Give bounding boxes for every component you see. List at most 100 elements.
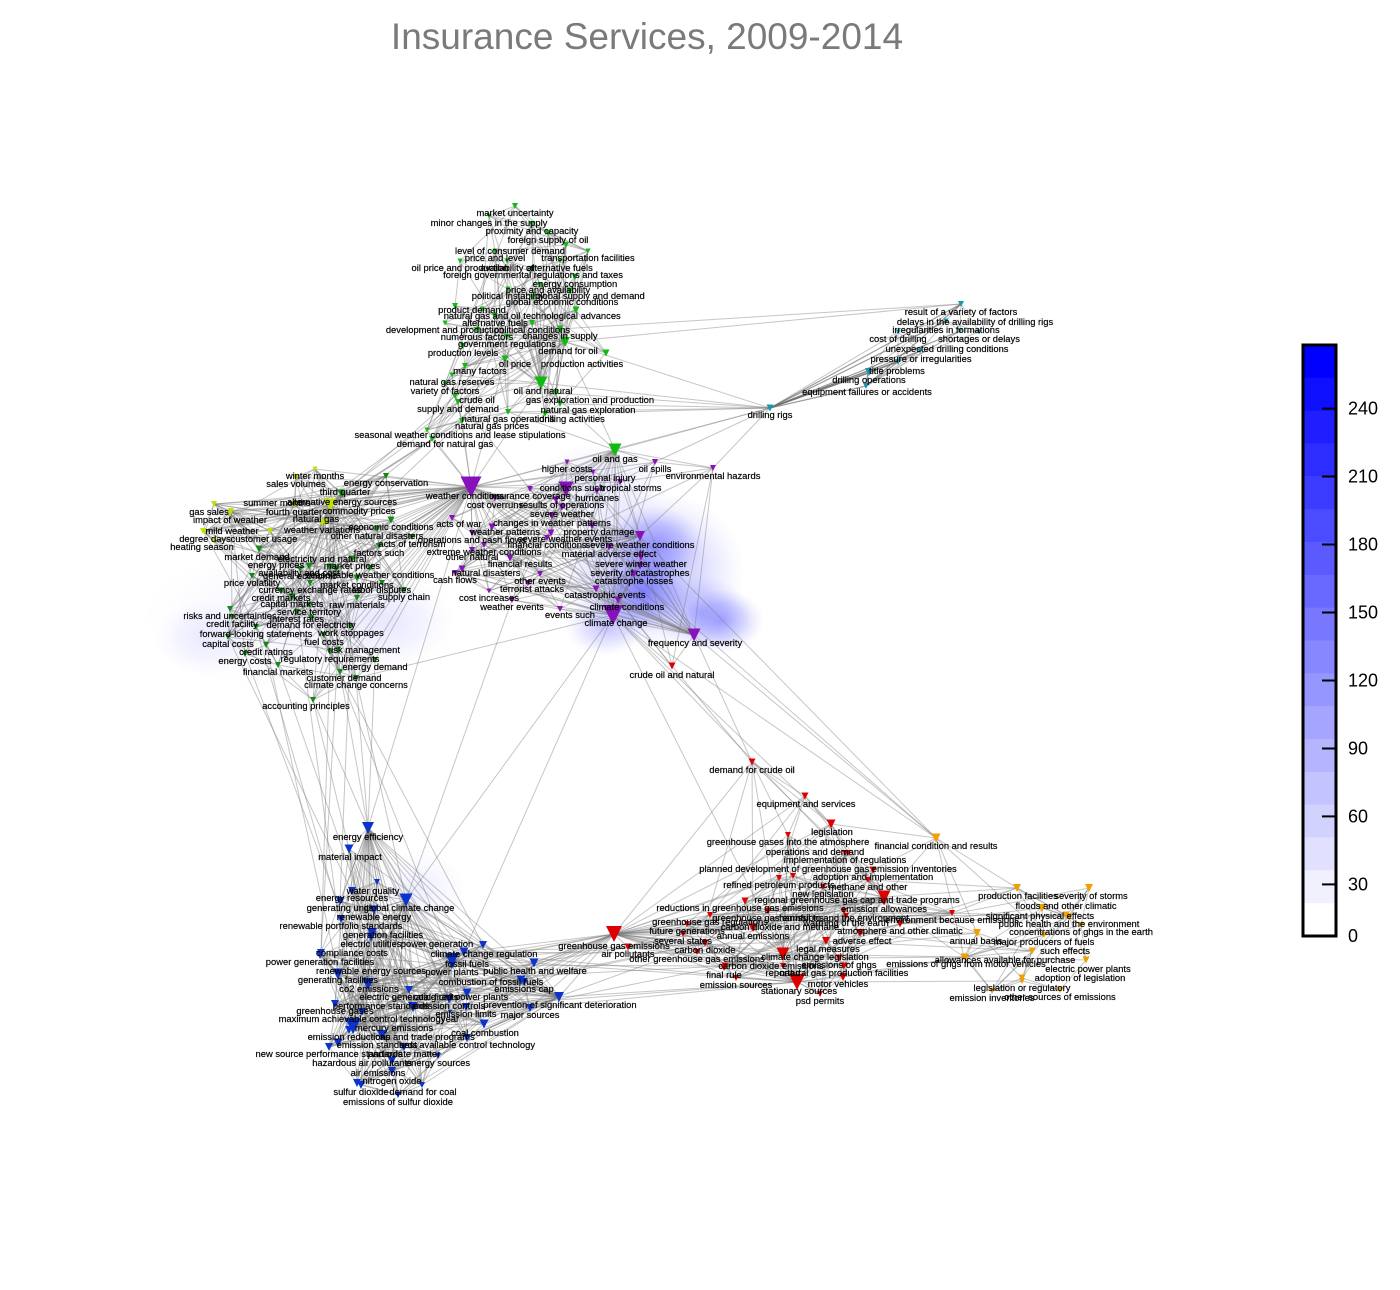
svg-text:demand for electricity: demand for electricity [266,619,355,630]
svg-text:future generations: future generations [649,925,725,936]
svg-text:new source performance standar: new source performance standards [256,1048,403,1059]
svg-text:energy prices: energy prices [248,559,305,570]
svg-text:90: 90 [1348,739,1368,759]
svg-text:regulatory requirements: regulatory requirements [280,653,379,664]
svg-text:risks and uncertainties: risks and uncertainties [183,610,277,621]
svg-text:alternative energy sources: alternative energy sources [287,496,397,507]
svg-text:customer demand: customer demand [306,672,381,683]
svg-text:co2 emissions: co2 emissions [339,983,399,994]
svg-text:60: 60 [1348,806,1368,826]
svg-text:shortages or delays: shortages or delays [938,333,1020,344]
svg-text:extreme weather conditions: extreme weather conditions [427,546,542,557]
svg-text:financial conditions: financial conditions [507,539,587,550]
svg-text:production facilities: production facilities [978,890,1058,901]
svg-text:many factors: many factors [453,365,507,376]
svg-text:minor changes in the supply: minor changes in the supply [431,217,548,228]
svg-text:legislation or regulatory: legislation or regulatory [974,982,1071,993]
svg-text:labor disputes: labor disputes [353,584,412,595]
svg-text:generating facilities: generating facilities [298,974,379,985]
svg-text:Insurance Services, 2009-2014: Insurance Services, 2009-2014 [391,16,903,57]
svg-text:greenhouse gas emissions: greenhouse gas emissions [712,912,824,923]
svg-text:energy conservation: energy conservation [344,477,428,488]
svg-text:150: 150 [1348,603,1378,623]
svg-text:particulate matter: particulate matter [368,1048,440,1059]
svg-text:forward-looking statements: forward-looking statements [200,628,313,639]
svg-text:drilling operations: drilling operations [832,374,906,385]
svg-text:acts of war: acts of war [436,518,481,529]
svg-text:crude oil and natural: crude oil and natural [630,669,715,680]
svg-text:carbon dioxide emissions: carbon dioxide emissions [718,960,824,971]
svg-text:harmful to and the environment: harmful to and the environment [779,912,909,923]
svg-text:severity of storms: severity of storms [1054,890,1128,901]
svg-text:government regulations: government regulations [458,338,556,349]
svg-text:electric generating units: electric generating units [359,991,458,1002]
svg-text:final rule: final rule [706,969,741,980]
svg-text:alternative fuels: alternative fuels [462,317,528,328]
svg-text:30: 30 [1348,874,1368,894]
svg-text:weather events: weather events [479,601,544,612]
svg-text:cost of drilling: cost of drilling [869,333,926,344]
svg-text:weather patterns: weather patterns [469,526,540,537]
svg-text:financial markets: financial markets [243,666,314,677]
svg-text:cost overruns: cost overruns [467,499,524,510]
svg-text:material impact: material impact [318,851,382,862]
svg-text:currency exchange rates: currency exchange rates [259,584,362,595]
svg-text:energy sources: energy sources [406,1057,470,1068]
svg-text:legal measures: legal measures [796,943,860,954]
svg-text:climate change regulation: climate change regulation [431,948,538,959]
svg-text:energy resources: energy resources [316,892,389,903]
svg-text:significant physical effects: significant physical effects [986,910,1095,921]
svg-text:development and production: development and production [386,324,504,335]
svg-text:adoption and implementation: adoption and implementation [813,871,933,882]
svg-text:energy demand: energy demand [342,661,407,672]
svg-text:mercury emissions: mercury emissions [355,1022,433,1033]
svg-text:changes in supply: changes in supply [522,330,597,341]
svg-text:market uncertainty: market uncertainty [476,207,553,218]
svg-text:demand for oil: demand for oil [538,345,597,356]
svg-text:tropical storms: tropical storms [601,482,662,493]
svg-text:result of a variety of factors: result of a variety of factors [905,306,1018,317]
svg-text:emissions cap: emissions cap [494,983,553,994]
svg-text:drilling activities: drilling activities [539,413,605,424]
svg-text:emission reductions: emission reductions [308,1031,391,1042]
svg-text:production activities: production activities [541,358,624,369]
svg-text:price and availability: price and availability [506,284,591,295]
svg-text:coal-fired power plants: coal-fired power plants [414,991,509,1002]
svg-text:floods and other climatic: floods and other climatic [1015,900,1116,911]
svg-text:market prices: market prices [324,560,381,571]
svg-text:severe winter weather: severe winter weather [595,558,687,569]
svg-text:emissions of ghgs from motor v: emissions of ghgs from motor vehicles [886,958,1046,969]
svg-text:oil price: oil price [499,358,531,369]
svg-text:supply chain: supply chain [378,591,430,602]
svg-text:natural gas exploration: natural gas exploration [541,404,636,415]
svg-text:methane and other: methane and other [829,881,908,892]
svg-text:conditions such: conditions such [540,482,605,493]
svg-text:natural disasters: natural disasters [452,567,521,578]
svg-text:emission allowances: emission allowances [841,903,927,914]
svg-text:nitrogen oxide: nitrogen oxide [363,1075,422,1086]
svg-text:0: 0 [1348,926,1358,946]
svg-text:commodity prices: commodity prices [323,505,396,516]
svg-text:financial results: financial results [488,558,553,569]
svg-text:power generation facilities: power generation facilities [266,956,375,967]
svg-text:proximity and capacity: proximity and capacity [486,225,579,236]
svg-text:product demand: product demand [438,304,506,315]
svg-text:market conditions: market conditions [320,579,394,590]
svg-text:other events: other events [514,575,566,586]
svg-text:economic conditions: economic conditions [349,521,434,532]
svg-text:global climate change: global climate change [364,902,455,913]
svg-text:cap and trade programs: cap and trade programs [375,1031,475,1042]
svg-text:weather conditions: weather conditions [425,490,504,501]
svg-text:political conditions: political conditions [494,324,570,335]
svg-text:environmental hazards: environmental hazards [666,470,761,481]
svg-text:hurricanes: hurricanes [575,492,619,503]
svg-text:crude oil: crude oil [459,394,494,405]
svg-text:planned development of greenho: planned development of greenhouse gas em… [699,863,957,874]
svg-text:seasonable weather conditions: seasonable weather conditions [306,569,435,580]
svg-text:heating season: heating season [170,541,234,552]
svg-text:carbon dioxide and methane: carbon dioxide and methane [721,921,839,932]
svg-text:acts of terrorism: acts of terrorism [378,538,445,549]
svg-text:environment because emissions: environment because emissions [885,914,1019,925]
svg-text:equipment and services: equipment and services [756,798,855,809]
svg-text:180: 180 [1348,535,1378,555]
